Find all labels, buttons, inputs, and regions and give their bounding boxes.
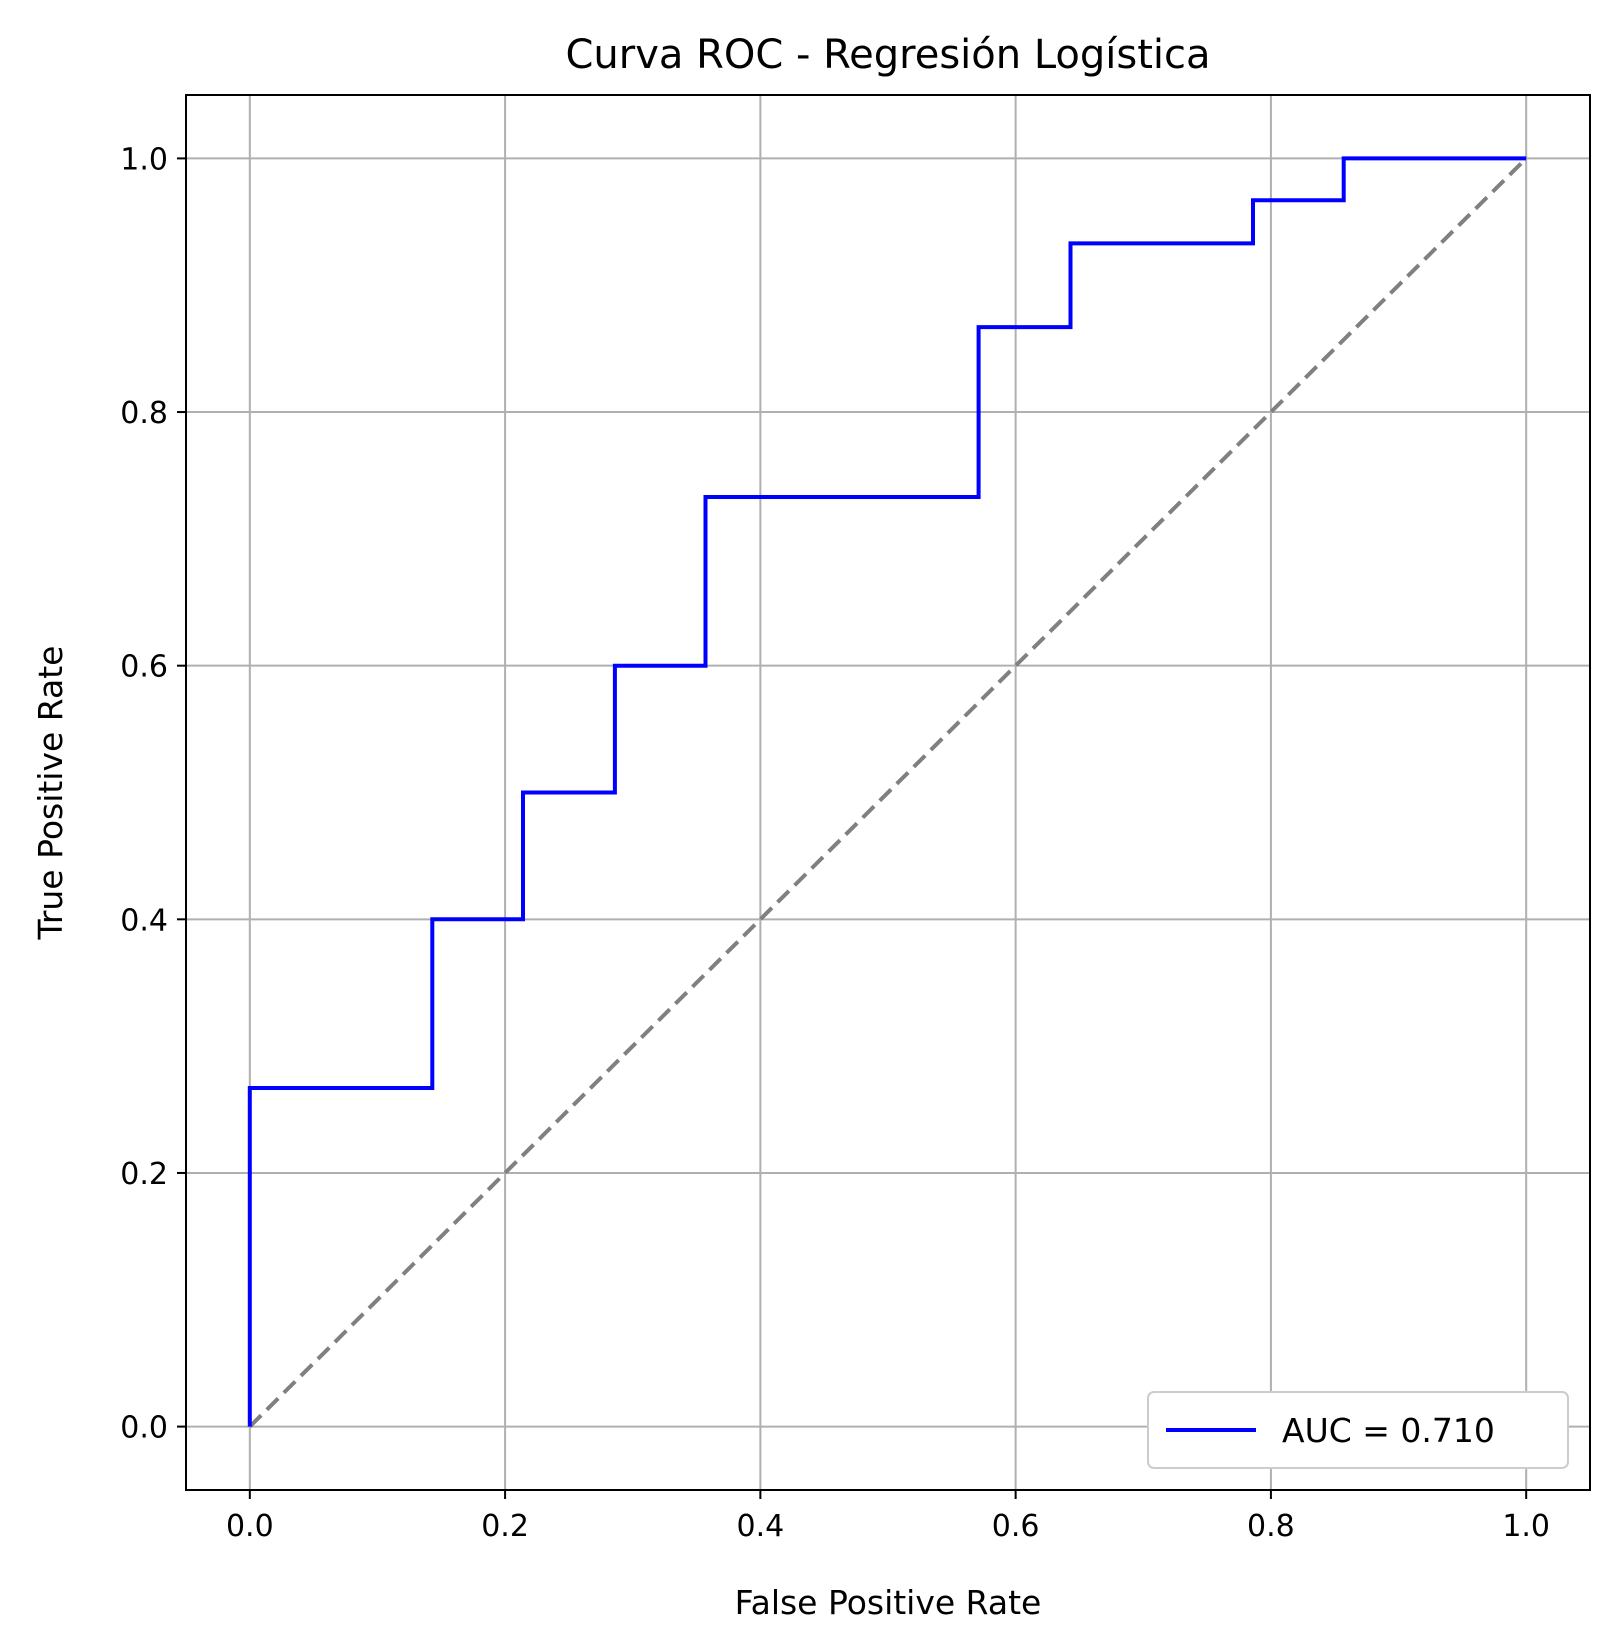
chance-diagonal-line bbox=[248, 156, 1528, 1429]
y-tick-label: 0.0 bbox=[120, 1411, 168, 1446]
y-axis-title: True Positive Rate bbox=[31, 646, 70, 941]
x-tick-label: 0.8 bbox=[1247, 1509, 1295, 1544]
legend: AUC = 0.710 bbox=[1147, 1391, 1569, 1469]
x-tick-label: 1.0 bbox=[1502, 1509, 1550, 1544]
series-layer bbox=[247, 156, 1528, 1429]
grid bbox=[186, 95, 1590, 1490]
y-tick-label: 1.0 bbox=[120, 142, 168, 177]
plot-frame bbox=[185, 94, 1591, 1491]
y-tick-label: 0.2 bbox=[120, 1157, 168, 1192]
legend-label: AUC = 0.710 bbox=[1282, 1411, 1495, 1450]
x-tick-label: 0.2 bbox=[481, 1509, 529, 1544]
x-axis-title: False Positive Rate bbox=[735, 1583, 1042, 1622]
x-tick-label: 0.0 bbox=[226, 1509, 274, 1544]
x-tick-label: 0.6 bbox=[992, 1509, 1040, 1544]
legend-box bbox=[1147, 1391, 1569, 1469]
x-tick-label: 0.4 bbox=[737, 1509, 785, 1544]
roc-curve-line bbox=[247, 156, 1527, 1427]
ticks: 0.0 0.2 0.4 0.6 0.8 1.0 0.0 0.2 0.4 0.6 0.8 1.0 bbox=[120, 142, 1550, 1544]
chart-title: Curva ROC - Regresión Logística bbox=[565, 32, 1210, 78]
y-tick-label: 0.6 bbox=[120, 650, 168, 685]
y-tick-label: 0.4 bbox=[120, 903, 168, 938]
y-tick-label: 0.8 bbox=[120, 396, 168, 431]
